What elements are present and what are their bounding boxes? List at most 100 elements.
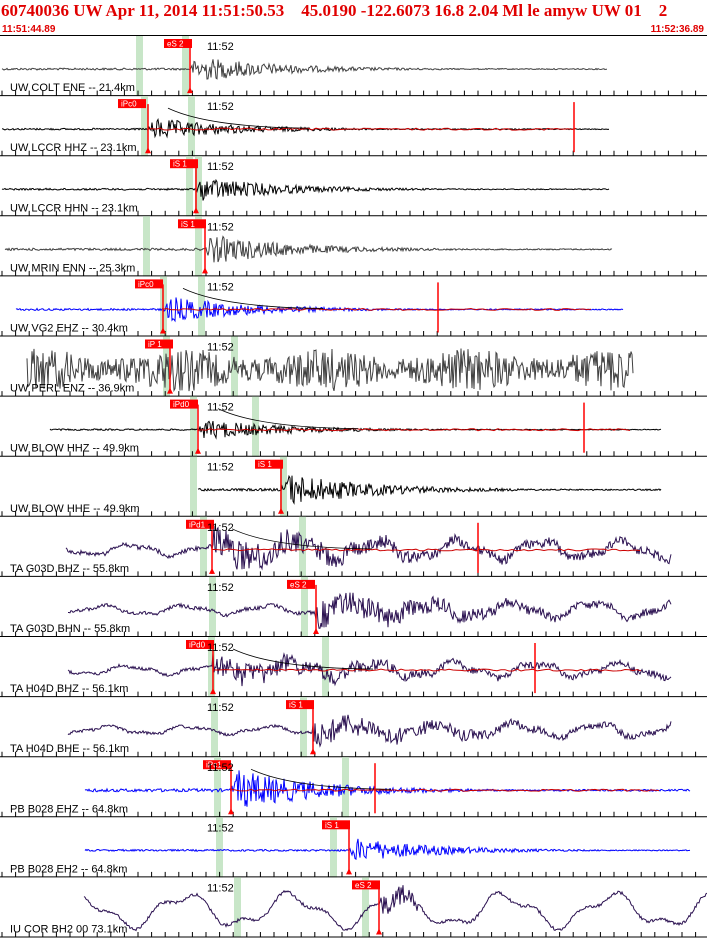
minute-time-label: 11:52 [207,402,234,414]
phase-pick-label[interactable]: eS 2 [164,39,192,49]
waveform-trace[interactable] [84,838,691,860]
theoretical-arrival-curve [167,107,309,129]
minute-time-label: 11:52 [207,221,234,233]
trace-row[interactable]: iS 1 11:52 TA H04D BHE -- 56.1km [0,697,707,758]
phase-pick-label[interactable]: iS 1 [286,700,314,710]
analysis-window-marker [141,96,148,157]
analysis-window-marker [234,877,241,938]
phase-pick-label[interactable]: iS 1 [322,820,350,830]
analysis-window-marker [190,456,197,517]
waveform-trace[interactable] [4,235,613,263]
minute-time-label: 11:52 [207,702,234,714]
waveform-trace[interactable] [67,714,672,748]
analysis-window-marker [190,396,197,457]
phase-pick-label[interactable]: iPc1 [203,760,231,770]
residual-line [162,307,592,311]
trace-row[interactable]: iPc0 11:52 UW LCCR HHZ -- 23.1km [0,96,707,157]
phase-pick-label[interactable]: iPc0 [118,99,146,109]
minute-time-label: 11:52 [207,41,234,53]
station-label: UW PERL ENZ -- 36.9km [10,383,134,395]
phase-pick-label[interactable]: iPc0 [135,279,163,289]
phase-pick-label[interactable]: eS 2 [352,880,380,890]
trace-row[interactable]: iS 1 11:52 UW MRIN ENN -- 25.3km [0,216,707,277]
station-label: TA G03D BHZ -- 55.8km [10,563,129,575]
trace-row[interactable]: iPd1 11:52 TA G03D BHZ -- 55.8km [0,516,707,577]
seismogram-panel[interactable]: eS 2 11:52 UW COLT ENE -- 21.4km iPc0 11:52 U… [0,36,707,938]
phase-pick-label[interactable]: iPd1 [186,519,214,530]
theoretical-arrival-curve [231,528,373,550]
phase-pick-text: eS 2 [167,40,184,49]
phase-pick-arrow [313,628,319,634]
station-label: PB B028 EH2 -- 64.8km [10,863,127,875]
analysis-window-marker [182,36,189,97]
phase-pick-label[interactable]: iPd0 [186,640,214,650]
waveform-trace[interactable] [68,592,672,629]
event-title: 60740036 UW Apr 11, 2014 11:51:50.53 45.… [1,1,668,20]
analysis-window-marker [216,817,223,878]
residual-line [212,668,642,672]
minute-time-label: 11:52 [207,161,234,173]
station-label: UW MRIN ENN -- 25.3km [10,262,135,274]
phase-pick-label[interactable]: iS 1 [255,459,283,470]
minute-time-label: 11:52 [207,101,234,113]
analysis-window-marker [280,456,287,517]
trace-row[interactable]: iPd0 11:52 UW BLOW HHZ -- 49.9km [0,396,707,457]
analysis-window-marker [214,757,221,818]
analysis-window-marker [195,216,202,277]
waveform-trace[interactable] [1,59,608,80]
analysis-window-marker [198,276,205,337]
phase-pick-arrow [195,447,201,454]
waveform-trace[interactable] [26,348,634,393]
trace-row[interactable]: eS 2 11:52 IU COR BH2 00 73.1km [0,877,707,938]
minute-time-label: 11:52 [207,582,234,594]
header-divider [0,35,707,36]
phase-pick-label[interactable]: iPd0 [170,399,198,410]
station-label: TA G03D BHN -- 55.8km [10,623,130,635]
phase-pick-text: iPc1 [206,761,222,770]
waveform-trace[interactable] [1,178,610,201]
analysis-window-marker [330,817,337,878]
phase-pick-label[interactable]: iP 1 [145,339,173,350]
minute-time-label: 11:52 [207,281,234,293]
phase-pick-arrow [346,868,352,875]
station-label: PB B028 EHZ -- 64.8km [10,803,128,815]
phase-pick-text: iS 1 [289,701,303,710]
trace-row[interactable]: iS 1 11:52 UW LCCR HHN -- 23.1km [0,156,707,217]
minute-time-label: 11:52 [207,522,234,534]
residual-line [147,127,577,131]
phase-pick-text: iPd0 [189,641,206,650]
trace-row[interactable]: iS 1 11:52 UW BLOW HHE -- 49.9km [0,456,707,517]
trace-row[interactable]: eS 2 11:52 TA G03D BHN -- 55.8km [0,576,707,637]
analysis-window-marker [208,637,215,698]
phase-pick-label[interactable]: iS 1 [170,159,198,169]
station-label: UW COLT ENE -- 21.4km [10,82,135,94]
phase-pick-arrow [193,207,199,214]
station-label: UW BLOW HHE -- 49.9km [10,503,140,515]
phase-pick-text: iPc0 [138,280,154,289]
trace-row[interactable]: iPd0 11:52 TA H04D BHZ -- 56.1km [0,637,707,698]
phase-pick-text: iS 1 [258,460,272,469]
phase-pick-text: eS 2 [290,580,307,589]
analysis-window-marker [136,36,143,97]
trace-row[interactable]: iPc0 11:52 UW VG2 EHZ -- 30.4km [0,276,707,337]
theoretical-arrival-curve [232,648,374,670]
phase-pick-arrow [228,808,234,815]
phase-pick-label[interactable]: eS 2 [287,579,315,590]
phase-pick-text: iPd0 [173,400,190,409]
waveform-trace[interactable] [83,885,707,932]
waveform-trace[interactable] [197,474,662,505]
waveform-trace[interactable] [84,770,691,807]
trace-row[interactable]: iP 1 11:52 UW PERL ENZ -- 36.9km [0,336,707,397]
trace-row[interactable]: eS 2 11:52 UW COLT ENE -- 21.4km [0,36,707,97]
trace-row[interactable]: iS 1 11:52 PB B028 EH2 -- 64.8km [0,817,707,878]
theoretical-arrival-curve [250,768,392,790]
phase-pick-arrow [202,267,208,274]
station-label: UW LCCR HHN -- 23.1km [10,202,138,214]
waveform-trace[interactable] [65,525,672,571]
analysis-window-marker [186,156,193,217]
phase-pick-text: eS 2 [355,881,372,890]
residual-line [197,428,631,432]
phase-pick-label[interactable]: iS 1 [178,219,206,229]
analysis-window-marker [200,516,207,577]
